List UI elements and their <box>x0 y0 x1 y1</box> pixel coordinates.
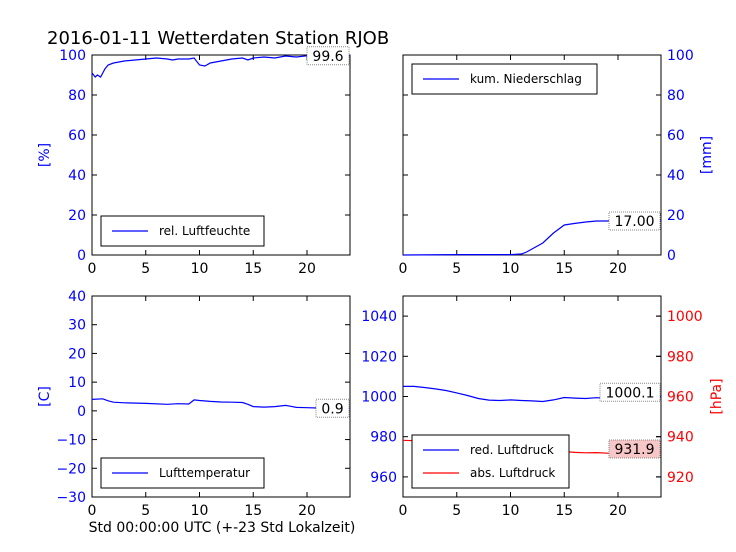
y-tick-label: 1020 <box>361 349 397 365</box>
x-tick-label: 0 <box>399 261 408 277</box>
value-label: 0.9 <box>321 401 343 417</box>
y-tick-label: 1000 <box>361 390 397 406</box>
y-tick-label: 960 <box>370 470 397 486</box>
panel-bottom-right: 0 5 10 15 20 960 980 1000 1020 1040 920 940 960 980 10… <box>361 295 725 519</box>
x-tick-label: 10 <box>191 503 209 519</box>
y-tick-label: 40 <box>667 168 685 184</box>
chart-title: 2016-01-11 Wetterdaten Station RJOB <box>47 28 389 49</box>
x-tick-label: 5 <box>141 261 150 277</box>
y-tick-label: 60 <box>667 128 685 144</box>
y-axis-label: [mm] <box>699 136 715 174</box>
y-tick-label: 80 <box>68 88 86 104</box>
y-tick-label: 10 <box>68 375 86 391</box>
value-label-box <box>306 46 350 66</box>
y-right-tick-label: 920 <box>667 470 694 486</box>
y-tick-label: 40 <box>68 168 86 184</box>
y-right-tick-label: 1000 <box>667 309 703 325</box>
x-axis-label: Std 00:00:00 UTC (+-23 Std Lokalzeit) <box>89 520 356 536</box>
series-line-0 <box>91 398 350 409</box>
legend-box <box>100 215 265 247</box>
x-tick-label: 10 <box>502 261 520 277</box>
x-tick-label: 0 <box>88 261 97 277</box>
x-tick-label: 10 <box>502 503 520 519</box>
x-tick-label: 5 <box>452 261 461 277</box>
legend-label: Lufttemperatur <box>159 466 250 480</box>
value-label: 1000.1 <box>606 385 655 401</box>
value-label-box <box>608 211 661 231</box>
value-label: 931.9 <box>614 442 654 458</box>
legend-label: kum. Niederschlag <box>470 72 582 86</box>
x-tick-label: 5 <box>452 503 461 519</box>
x-tick-label: 10 <box>191 261 209 277</box>
series-line-0 <box>91 55 350 78</box>
value-label: 99.6 <box>312 49 343 65</box>
x-tick-label: 20 <box>609 503 627 519</box>
y-tick-label: 80 <box>667 88 685 104</box>
x-tick-label: 15 <box>244 503 262 519</box>
y-tick-label: 0 <box>667 248 676 264</box>
panel-top-left: 0 5 10 15 20 0 20 40 60 80 100 [%] rel. Luftfeuchte 9… <box>37 46 351 277</box>
y-right-tick-label: 980 <box>667 349 694 365</box>
x-tick-label: 20 <box>298 503 316 519</box>
y-tick-label: −10 <box>56 433 86 449</box>
y-tick-label: 20 <box>68 346 86 362</box>
x-tick-label: 20 <box>609 261 627 277</box>
panel-bottom-left: 0 5 10 15 20 −30 −20 −10 0 10 20 30 40 [C] Lufttempera… <box>37 289 351 519</box>
y-right-tick-label: 940 <box>667 430 694 446</box>
value-label-box <box>315 398 350 418</box>
x-tick-label: 15 <box>555 261 573 277</box>
x-tick-label: 0 <box>88 503 97 519</box>
y-axis-label: [C] <box>37 386 53 407</box>
y-tick-label: 20 <box>667 208 685 224</box>
y-tick-label: 20 <box>68 208 86 224</box>
y-tick-label: −20 <box>56 461 86 477</box>
y-right-axis-label: [hPa] <box>709 378 725 414</box>
y-right-tick-label: 960 <box>667 390 694 406</box>
panel-top-right: 0 5 10 15 20 0 20 40 60 80 100 [mm] kum. Niederschla… <box>399 48 715 277</box>
value-label: 17.00 <box>614 214 654 230</box>
y-tick-label: 40 <box>68 289 86 305</box>
y-tick-label: 30 <box>68 318 86 334</box>
y-tick-label: −30 <box>56 490 86 506</box>
y-axis-label: [%] <box>37 143 53 167</box>
y-tick-label: 1040 <box>361 309 397 325</box>
y-tick-label: 100 <box>667 48 694 64</box>
legend-label: abs. Luftdruck <box>470 466 555 480</box>
x-tick-label: 15 <box>244 261 262 277</box>
y-tick-label: 980 <box>370 430 397 446</box>
y-tick-label: 60 <box>68 128 86 144</box>
y-tick-label: 0 <box>77 404 86 420</box>
value-label-box <box>608 439 661 459</box>
x-tick-label: 20 <box>298 261 316 277</box>
legend-label: rel. Luftfeuchte <box>159 224 250 238</box>
x-tick-label: 5 <box>141 503 150 519</box>
x-tick-label: 15 <box>555 503 573 519</box>
y-tick-label: 100 <box>59 48 86 64</box>
legend-box <box>411 434 570 489</box>
x-tick-label: 0 <box>399 503 408 519</box>
value-label-box <box>599 382 661 402</box>
y-tick-label: 0 <box>77 248 86 264</box>
legend-label: red. Luftdruck <box>470 443 554 457</box>
